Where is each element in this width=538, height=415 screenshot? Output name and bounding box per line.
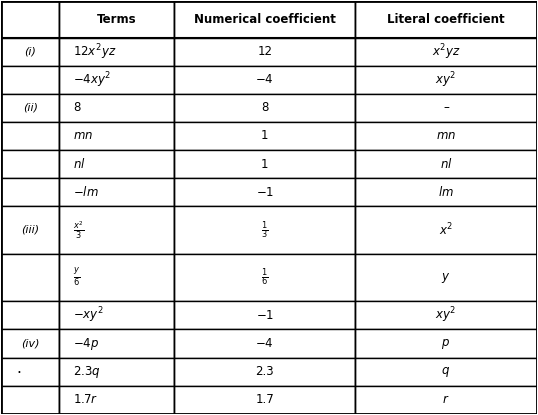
Bar [2,150,59,178]
Text: $-4$: $-4$ [256,73,274,86]
Text: $xy^2$: $xy^2$ [435,70,457,90]
Bar [355,254,536,301]
Text: $y$: $y$ [441,271,451,285]
Bar [59,330,174,358]
Bar [2,1,59,38]
Bar [174,94,355,122]
Bar [2,38,59,66]
Bar [59,358,174,386]
Bar [174,150,355,178]
Text: $q$: $q$ [441,364,450,378]
Text: $\frac{x^2}{3}$: $\frac{x^2}{3}$ [73,219,84,241]
Bar [59,254,174,301]
Bar [59,122,174,150]
Bar [2,330,59,358]
Bar [174,254,355,301]
Bar [59,386,174,414]
Bar [2,301,59,330]
Text: .: . [16,361,21,376]
Bar [174,38,355,66]
Text: $mn$: $mn$ [436,129,456,142]
Bar [2,206,59,254]
Bar [355,206,536,254]
Text: (i): (i) [24,47,36,57]
Bar [59,206,174,254]
Text: Numerical coefficient: Numerical coefficient [194,13,336,26]
Bar [174,1,355,38]
Text: (ii): (ii) [23,103,38,113]
Bar [355,386,536,414]
Bar [2,178,59,206]
Bar [355,122,536,150]
Text: $1.7r$: $1.7r$ [73,393,98,406]
Bar [59,150,174,178]
Text: $-4$: $-4$ [256,337,274,350]
Bar [355,301,536,330]
Bar [59,94,174,122]
Text: $-4xy^2$: $-4xy^2$ [73,70,111,90]
Text: $p$: $p$ [441,337,450,351]
Text: –: – [443,101,449,115]
Bar [355,66,536,94]
Text: 12: 12 [257,45,272,59]
Text: 1: 1 [261,158,268,171]
Text: $-1$: $-1$ [256,309,274,322]
Text: (iv): (iv) [21,339,39,349]
Bar [2,94,59,122]
Bar [355,150,536,178]
Text: 2.3: 2.3 [256,365,274,378]
Bar [174,178,355,206]
Bar [174,122,355,150]
Text: $xy^2$: $xy^2$ [435,306,457,325]
Text: $nl$: $nl$ [73,157,86,171]
Bar [174,386,355,414]
Bar [174,66,355,94]
Text: $12x^2yz$: $12x^2yz$ [73,42,116,62]
Bar [59,38,174,66]
Text: (iii): (iii) [21,225,39,235]
Bar [174,206,355,254]
Text: 1.7: 1.7 [256,393,274,406]
Bar [2,66,59,94]
Text: $nl$: $nl$ [440,157,452,171]
Bar [355,330,536,358]
Bar [59,1,174,38]
Text: $x^2$: $x^2$ [439,222,453,238]
Text: $-1$: $-1$ [256,186,274,198]
Text: 1: 1 [261,129,268,142]
Text: $2.3q$: $2.3q$ [73,364,101,380]
Bar [2,254,59,301]
Bar [355,358,536,386]
Bar [355,1,536,38]
Text: $\frac{y}{6}$: $\frac{y}{6}$ [73,267,81,288]
Bar [355,94,536,122]
Text: $lm$: $lm$ [438,185,454,199]
Text: $-xy^2$: $-xy^2$ [73,306,104,325]
Text: Literal coefficient: Literal coefficient [387,13,505,26]
Text: $-4p$: $-4p$ [73,335,99,352]
Bar [59,301,174,330]
Bar [59,66,174,94]
Text: $mn$: $mn$ [73,129,93,142]
Bar [174,301,355,330]
Bar [2,358,59,386]
Text: $-lm$: $-lm$ [73,185,99,199]
Bar [2,386,59,414]
Bar [355,38,536,66]
Text: $r$: $r$ [442,393,450,406]
Text: $x^2yz$: $x^2yz$ [431,42,461,62]
Text: $\frac{1}{3}$: $\frac{1}{3}$ [261,219,268,241]
Bar [59,178,174,206]
Bar [174,358,355,386]
Text: Terms: Terms [97,13,137,26]
Bar [355,178,536,206]
Text: 8: 8 [261,101,268,115]
Bar [2,122,59,150]
Text: 8: 8 [73,101,80,115]
Text: $\frac{1}{6}$: $\frac{1}{6}$ [261,267,268,288]
Bar [174,330,355,358]
